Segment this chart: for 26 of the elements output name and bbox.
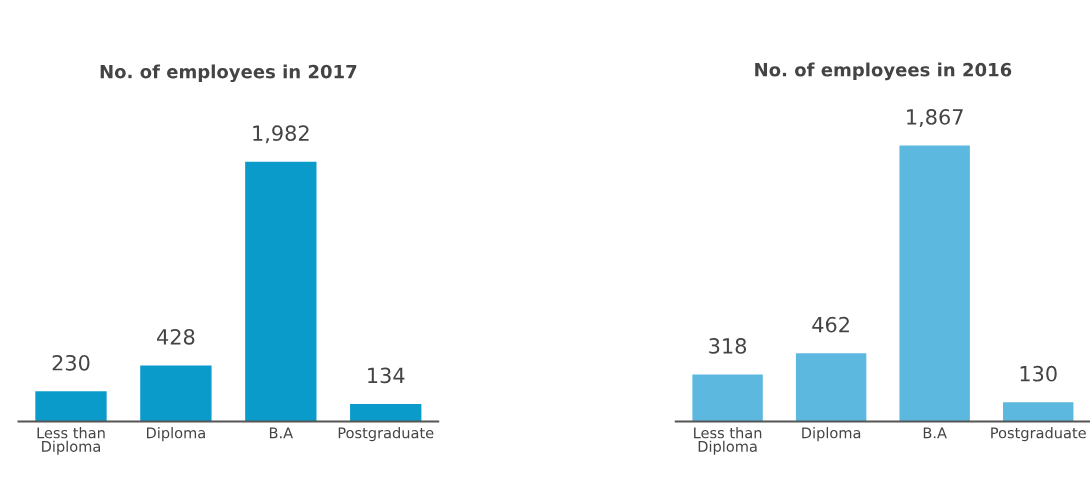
data-label: 130 — [1020, 365, 1057, 382]
bar — [350, 403, 422, 422]
data-label: 1,982 — [253, 125, 309, 144]
data-label: 462 — [812, 316, 849, 333]
bar — [1003, 402, 1074, 422]
bar — [140, 365, 212, 422]
data-label: 318 — [709, 338, 747, 354]
x-tick-label: Diploma — [802, 427, 861, 442]
data-label: 1,867 — [907, 109, 963, 127]
bar — [899, 145, 970, 422]
bar — [795, 353, 867, 422]
bar — [245, 161, 317, 422]
chart-title: No. of employees in 2016 — [755, 62, 1012, 81]
data-label: 134 — [368, 367, 405, 384]
data-label: 230 — [52, 354, 90, 371]
data-label: 428 — [157, 328, 195, 345]
bar — [692, 374, 763, 422]
x-tick-label: Less than Diploma — [37, 427, 105, 455]
chart-title: No. of employees in 2017 — [100, 64, 357, 83]
bar — [35, 391, 107, 422]
x-tick-label: Postgraduate — [338, 427, 434, 442]
x-tick-label: B.A — [269, 427, 293, 439]
x-tick-label: Less than Diploma — [694, 427, 762, 455]
x-tick-label: B.A — [923, 427, 947, 439]
x-tick-label: Postgraduate — [991, 427, 1086, 442]
x-tick-label: Diploma — [147, 427, 205, 442]
